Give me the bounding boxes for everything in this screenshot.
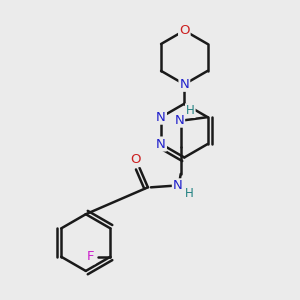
Text: H: H [186,104,195,117]
Text: H: H [185,187,194,200]
Text: F: F [87,250,95,263]
Text: O: O [179,24,190,37]
Text: N: N [179,78,189,91]
Text: O: O [131,153,141,166]
Text: N: N [156,137,166,151]
Text: N: N [174,114,184,127]
Text: N: N [156,111,166,124]
Text: N: N [173,179,183,192]
